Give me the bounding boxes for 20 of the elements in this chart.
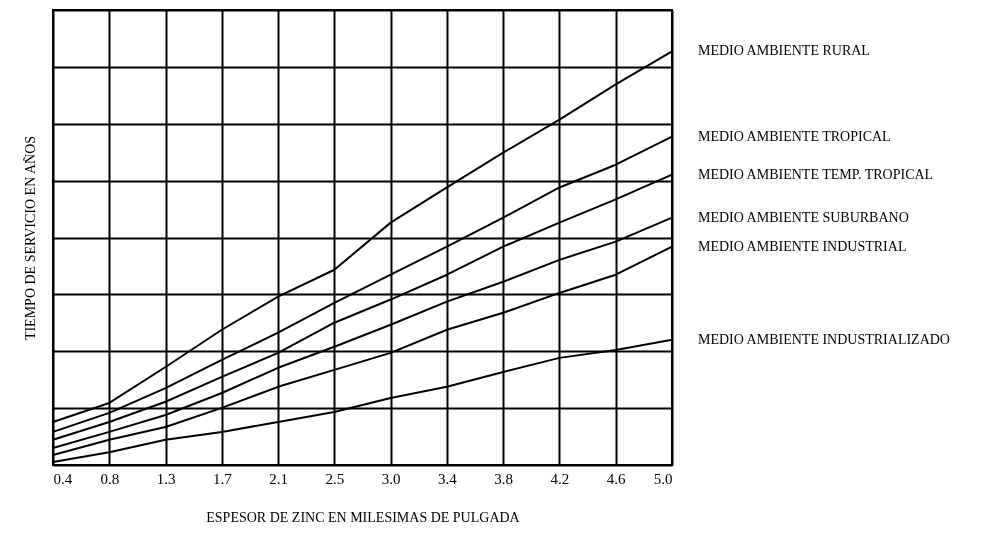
x-tick-label: 2.1: [269, 470, 288, 487]
x-tick-label: 2.5: [325, 470, 345, 487]
x-tick-label: 3.8: [494, 470, 514, 487]
x-tick-label: 1.3: [156, 470, 176, 487]
x-tick-label: 3.0: [381, 470, 401, 487]
x-axis-title: ESPESOR DE ZINC EN MILESIMAS DE PULGADA: [206, 509, 521, 525]
x-tick-label: 5.0: [653, 470, 673, 487]
series-label: MEDIO AMBIENTE TEMP. TROPICAL: [698, 166, 934, 182]
x-tick-label: 4.6: [606, 470, 627, 487]
x-tick-label: 0.4: [53, 470, 73, 487]
x-tick-label: 3.4: [438, 470, 458, 487]
series-label: MEDIO AMBIENTE TROPICAL: [698, 128, 891, 144]
x-tick-label: 0.8: [100, 470, 120, 487]
series-label: MEDIO AMBIENTE SUBURBANO: [698, 209, 909, 225]
series-label: MEDIO AMBIENTE RURAL: [698, 43, 870, 59]
x-tick-label: 4.2: [550, 470, 570, 487]
y-axis-title: TIEMPO DE SERVICIO EN AÑOS: [22, 135, 38, 341]
series-label: MEDIO AMBIENTE INDUSTRIAL: [698, 238, 907, 254]
series-label: MEDIO AMBIENTE INDUSTRIALIZADO: [698, 331, 950, 347]
x-tick-label: 1.7: [212, 470, 233, 487]
